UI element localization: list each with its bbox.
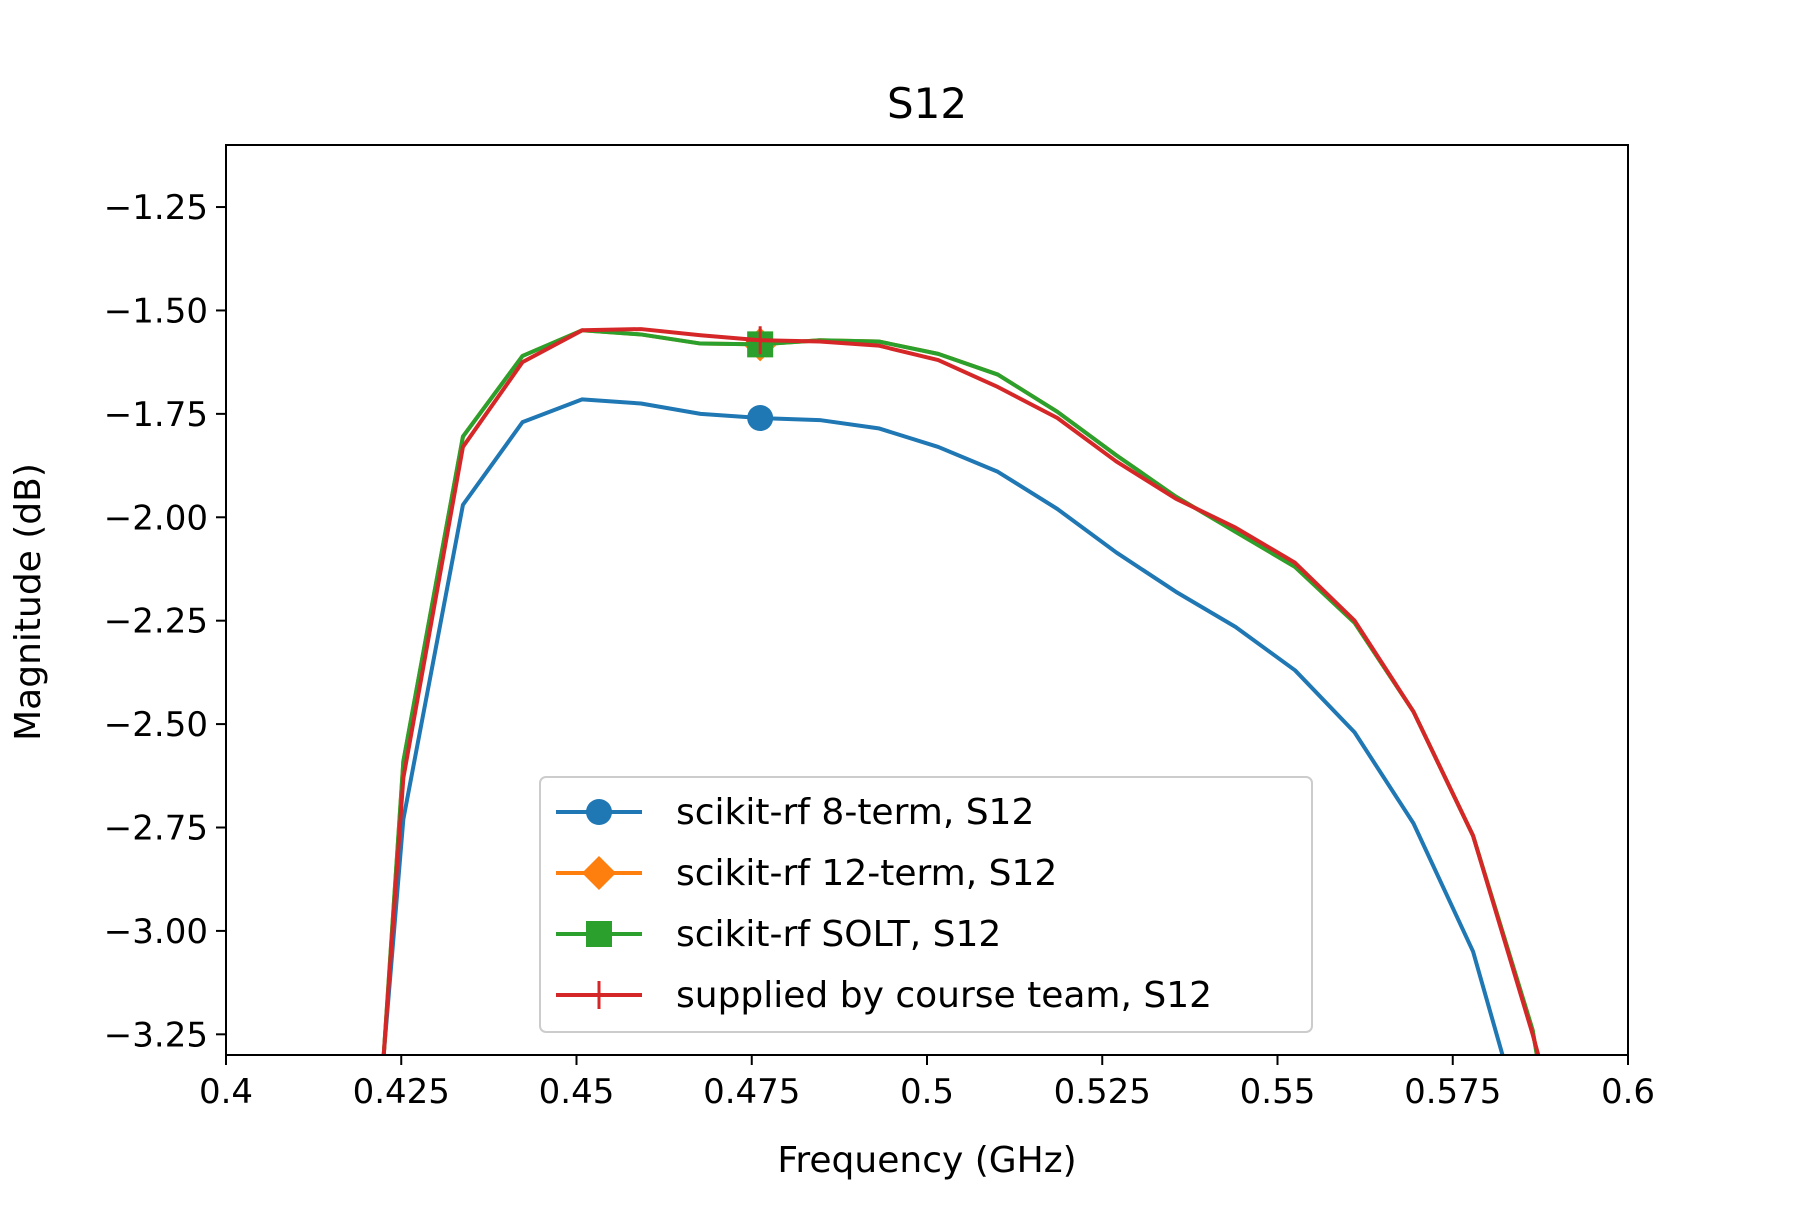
legend-label: scikit-rf 8-term, S12 bbox=[676, 792, 1034, 833]
data-point-marker bbox=[746, 326, 775, 355]
legend-frame bbox=[539, 776, 1313, 1033]
legend: scikit-rf 8-term, S12 scikit-rf 12-term, … bbox=[539, 776, 1313, 1033]
y-tick-label: −2.75 bbox=[104, 809, 208, 849]
y-tick-label: −2.25 bbox=[104, 602, 208, 642]
legend-label: scikit-rf SOLT, S12 bbox=[676, 914, 1001, 955]
x-tick-label: 0.6 bbox=[1601, 1072, 1655, 1112]
plot-area bbox=[381, 326, 1541, 1055]
data-point-marker bbox=[747, 405, 774, 431]
series-line-1 bbox=[381, 397, 1505, 1055]
legend-entry: scikit-rf SOLT, S12 bbox=[556, 914, 1001, 955]
y-tick-label: −2.00 bbox=[104, 498, 208, 538]
y-tick-label: −3.00 bbox=[104, 912, 208, 952]
y-tick-label: −1.50 bbox=[104, 291, 208, 331]
x-tick-label: 0.425 bbox=[353, 1072, 450, 1112]
axis-ticks: 0.4 0.425 0.45 0.475 0.5 0.525 0.55 0.575 0.6 −1.… bbox=[104, 188, 1655, 1112]
y-tick-label: −2.50 bbox=[104, 705, 208, 745]
legend-label: scikit-rf 12-term, S12 bbox=[676, 853, 1057, 894]
y-tick-label: −1.75 bbox=[104, 395, 208, 435]
x-tick-label: 0.55 bbox=[1240, 1072, 1316, 1112]
y-tick-label: −1.25 bbox=[104, 188, 208, 228]
series-4 bbox=[381, 326, 1541, 1055]
legend-entry: scikit-rf 12-term, S12 bbox=[556, 853, 1057, 894]
x-tick-label: 0.5 bbox=[900, 1072, 954, 1112]
x-axis-label: Frequency (GHz) bbox=[777, 1140, 1076, 1181]
legend-entry: supplied by course team, S12 bbox=[556, 975, 1212, 1016]
legend-marker bbox=[585, 981, 613, 1009]
legend-entry: scikit-rf 8-term, S12 bbox=[556, 792, 1034, 833]
series-line-4 bbox=[381, 327, 1541, 1055]
y-tick-label: −3.25 bbox=[104, 1015, 208, 1055]
x-tick-label: 0.475 bbox=[703, 1072, 800, 1112]
x-tick-label: 0.525 bbox=[1054, 1072, 1151, 1112]
legend-label: supplied by course team, S12 bbox=[676, 975, 1212, 1016]
legend-marker bbox=[586, 799, 612, 825]
legend-marker bbox=[582, 856, 616, 890]
x-tick-label: 0.4 bbox=[199, 1072, 253, 1112]
x-tick-label: 0.575 bbox=[1404, 1072, 1501, 1112]
chart-title: S12 bbox=[887, 79, 967, 128]
series-1 bbox=[381, 397, 1505, 1055]
y-axis-label: Magnitude (dB) bbox=[8, 463, 49, 741]
x-tick-label: 0.45 bbox=[539, 1072, 615, 1112]
legend-marker bbox=[586, 921, 612, 947]
